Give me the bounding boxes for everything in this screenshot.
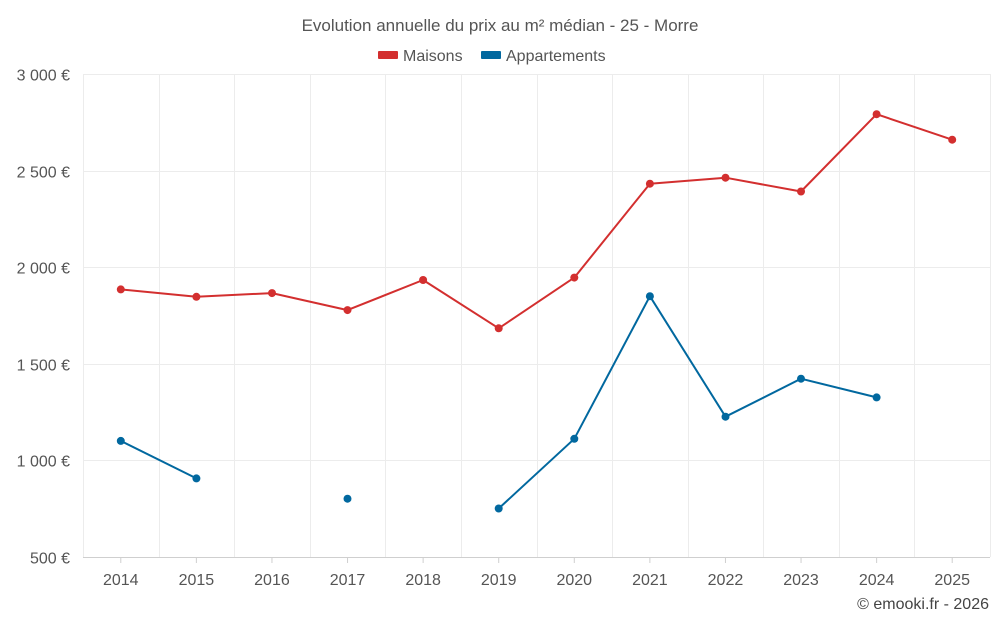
data-point-appartements-2022[interactable] bbox=[721, 412, 730, 421]
series-line-maisons bbox=[120, 113, 953, 330]
series-layer bbox=[116, 110, 957, 513]
y-tick-label: 1 000 € bbox=[17, 454, 70, 471]
data-point-appartements-2023[interactable] bbox=[797, 374, 805, 383]
y-tick-label: 2 000 € bbox=[17, 261, 70, 278]
data-point-maisons-2018[interactable] bbox=[419, 276, 428, 284]
y-tick-label: 2 500 € bbox=[17, 165, 70, 182]
y-tick-label: 1 500 € bbox=[17, 358, 70, 375]
y-axis-ticks: 500 € 1 000 € 1 500 € 2 000 € 2 500 € 3 000 € bbox=[17, 68, 70, 568]
data-point-maisons-2017[interactable] bbox=[343, 306, 352, 315]
data-point-appartements-2024[interactable] bbox=[872, 393, 881, 402]
x-tick-label: 2018 bbox=[405, 572, 441, 589]
data-point-maisons-2020[interactable] bbox=[570, 273, 579, 282]
data-point-maisons-2016[interactable] bbox=[268, 289, 276, 298]
x-tick-label: 2020 bbox=[556, 572, 592, 589]
legend-item-appartements[interactable]: Appartements bbox=[481, 48, 606, 65]
legend-swatch-maisons bbox=[378, 51, 398, 59]
series-appartements bbox=[116, 292, 881, 513]
legend-label-maisons: Maisons bbox=[403, 48, 463, 65]
x-tick-label: 2023 bbox=[783, 572, 819, 589]
y-tick-label: 3 000 € bbox=[17, 68, 70, 85]
legend-swatch-appartements bbox=[481, 51, 501, 59]
legend: Maisons Appartements bbox=[378, 48, 606, 65]
x-tick-label: 2019 bbox=[481, 572, 517, 589]
x-tick-label: 2022 bbox=[708, 572, 744, 589]
data-point-appartements-2019[interactable] bbox=[494, 504, 503, 513]
data-point-maisons-2014[interactable] bbox=[116, 285, 125, 294]
data-point-maisons-2024[interactable] bbox=[872, 110, 881, 119]
x-axis-ticks: 2014 2015 2016 2017 2018 2019 2020 2021 2022 2023… bbox=[103, 557, 970, 589]
data-point-maisons-2019[interactable] bbox=[494, 324, 503, 333]
legend-label-appartements: Appartements bbox=[506, 48, 606, 65]
x-tick-label: 2016 bbox=[254, 572, 290, 589]
x-tick-label: 2024 bbox=[859, 572, 895, 589]
data-point-maisons-2021[interactable] bbox=[645, 179, 654, 188]
series-line-appartements bbox=[120, 440, 197, 480]
x-tick-label: 2021 bbox=[632, 572, 668, 589]
credit-text: © emooki.fr - 2026 bbox=[857, 596, 989, 613]
series-line-appartements bbox=[498, 295, 877, 510]
x-tick-label: 2025 bbox=[934, 572, 970, 589]
x-tick-label: 2015 bbox=[179, 572, 215, 589]
data-point-appartements-2015[interactable] bbox=[192, 474, 201, 483]
data-point-appartements-2020[interactable] bbox=[570, 434, 579, 443]
y-gridlines bbox=[83, 74, 990, 461]
chart-title: Evolution annuelle du prix au m² médian … bbox=[302, 16, 699, 35]
series-maisons bbox=[116, 110, 957, 333]
x-tick-label: 2017 bbox=[330, 572, 366, 589]
data-point-maisons-2022[interactable] bbox=[721, 173, 730, 182]
data-point-maisons-2025[interactable] bbox=[948, 135, 957, 144]
data-point-appartements-2014[interactable] bbox=[116, 436, 125, 445]
data-point-appartements-2021[interactable] bbox=[645, 292, 654, 301]
data-point-maisons-2023[interactable] bbox=[797, 187, 805, 196]
x-tick-label: 2014 bbox=[103, 572, 139, 589]
legend-item-maisons[interactable]: Maisons bbox=[378, 48, 463, 65]
data-point-appartements-2017[interactable] bbox=[343, 494, 352, 503]
y-tick-label: 500 € bbox=[30, 551, 70, 568]
data-point-maisons-2015[interactable] bbox=[192, 292, 201, 301]
x-gridlines bbox=[83, 74, 991, 557]
